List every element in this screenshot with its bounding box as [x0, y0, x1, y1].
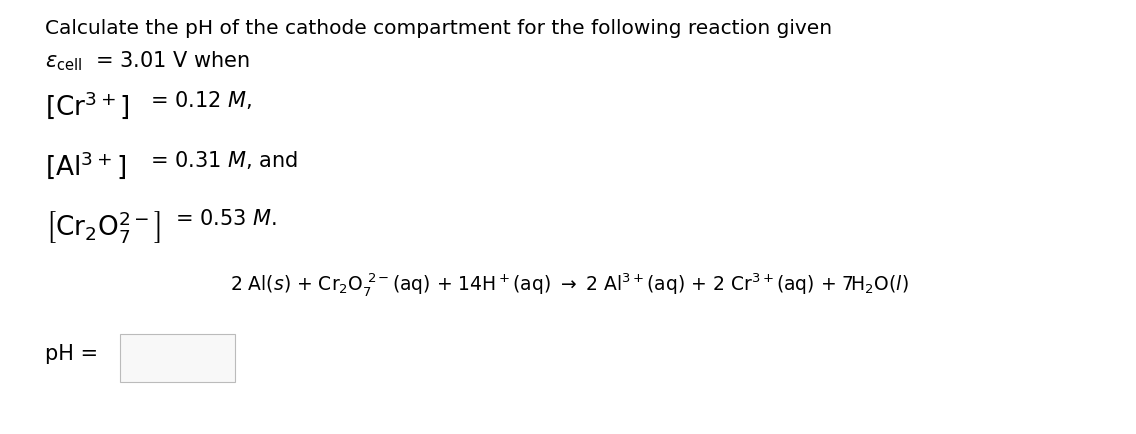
- Text: $\left[\mathrm{Al}^{3+}\right]$: $\left[\mathrm{Al}^{3+}\right]$: [45, 149, 126, 181]
- Text: pH =: pH =: [45, 344, 98, 364]
- Text: $\left[\mathrm{Cr_2O_7^{2-}}\right]$: $\left[\mathrm{Cr_2O_7^{2-}}\right]$: [45, 209, 160, 245]
- Text: Calculate the pH of the cathode compartment for the following reaction given: Calculate the pH of the cathode compartm…: [45, 19, 833, 38]
- FancyBboxPatch shape: [120, 334, 235, 382]
- Text: = 0.31 $\it{M}$, and: = 0.31 $\it{M}$, and: [150, 149, 298, 171]
- Text: $\left[\mathrm{Cr}^{3+}\right]$: $\left[\mathrm{Cr}^{3+}\right]$: [45, 89, 130, 121]
- Text: = 0.53 $\it{M}$.: = 0.53 $\it{M}$.: [175, 209, 277, 229]
- Text: = 0.12 $\it{M}$,: = 0.12 $\it{M}$,: [150, 89, 252, 111]
- Text: $\varepsilon_{\rm cell}$  = 3.01 V when: $\varepsilon_{\rm cell}$ = 3.01 V when: [45, 49, 250, 72]
- Text: 2 Al$(s)$ + Cr$_2$O$_7^{\ 2-}$(aq) + 14H$^+$(aq) $\rightarrow$ 2 Al$^{3+}$(aq) +: 2 Al$(s)$ + Cr$_2$O$_7^{\ 2-}$(aq) + 14H…: [229, 271, 909, 298]
